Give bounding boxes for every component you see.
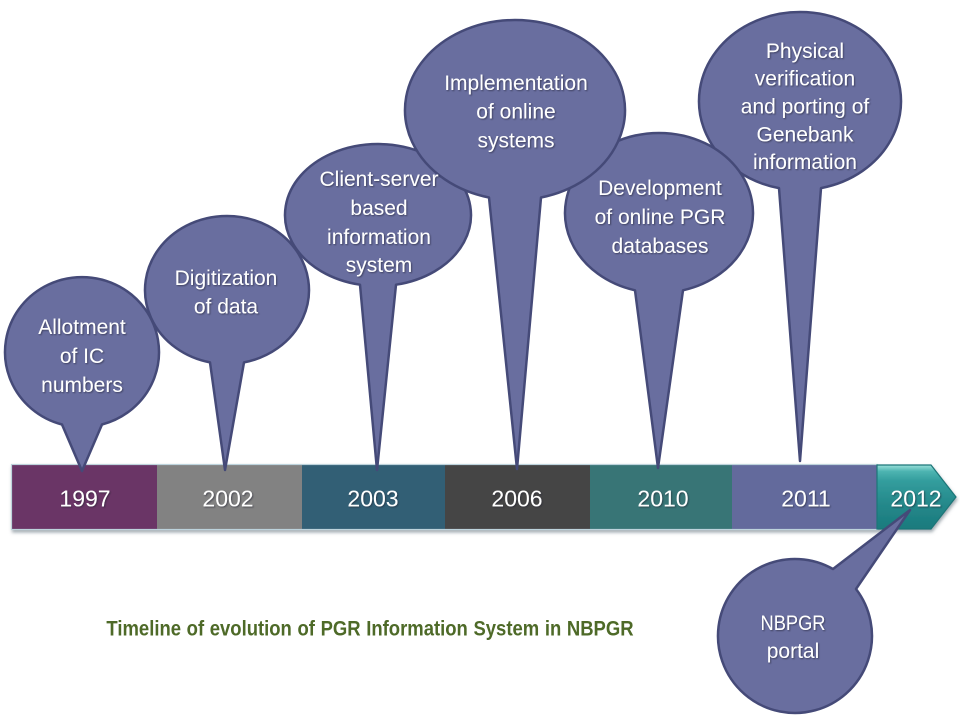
svg-text:verification: verification <box>755 68 855 91</box>
svg-text:Digitization: Digitization <box>175 267 278 290</box>
svg-text:system: system <box>346 254 413 277</box>
svg-text:systems: systems <box>477 130 554 153</box>
svg-text:and porting of: and porting of <box>741 96 870 119</box>
svg-text:of online PGR: of online PGR <box>595 206 726 229</box>
svg-text:2010: 2010 <box>637 486 688 512</box>
svg-text:information: information <box>753 151 857 174</box>
svg-text:information: information <box>327 226 431 249</box>
svg-text:Client-server: Client-server <box>319 168 438 191</box>
svg-text:based: based <box>350 197 407 220</box>
svg-text:of data: of data <box>194 296 259 319</box>
svg-text:2012: 2012 <box>890 486 941 512</box>
svg-text:of IC: of IC <box>60 345 104 368</box>
svg-text:2006: 2006 <box>491 486 542 512</box>
svg-text:Development: Development <box>598 177 722 200</box>
svg-text:portal: portal <box>767 640 820 663</box>
svg-text:databases: databases <box>612 235 709 258</box>
svg-text:2002: 2002 <box>202 486 253 512</box>
svg-text:2011: 2011 <box>781 486 830 512</box>
svg-text:Implementation: Implementation <box>444 72 588 95</box>
svg-text:numbers: numbers <box>41 374 123 397</box>
svg-text:Timeline of evolution of PGR I: Timeline of evolution of PGR Information… <box>106 617 633 640</box>
svg-text:Allotment: Allotment <box>38 316 126 339</box>
svg-text:2003: 2003 <box>347 486 398 512</box>
svg-text:of online: of online <box>476 101 555 124</box>
svg-text:1997: 1997 <box>59 486 110 512</box>
svg-text:Genebank: Genebank <box>757 124 854 147</box>
svg-text:Physical: Physical <box>766 40 844 63</box>
svg-text:NBPGR: NBPGR <box>761 612 826 635</box>
